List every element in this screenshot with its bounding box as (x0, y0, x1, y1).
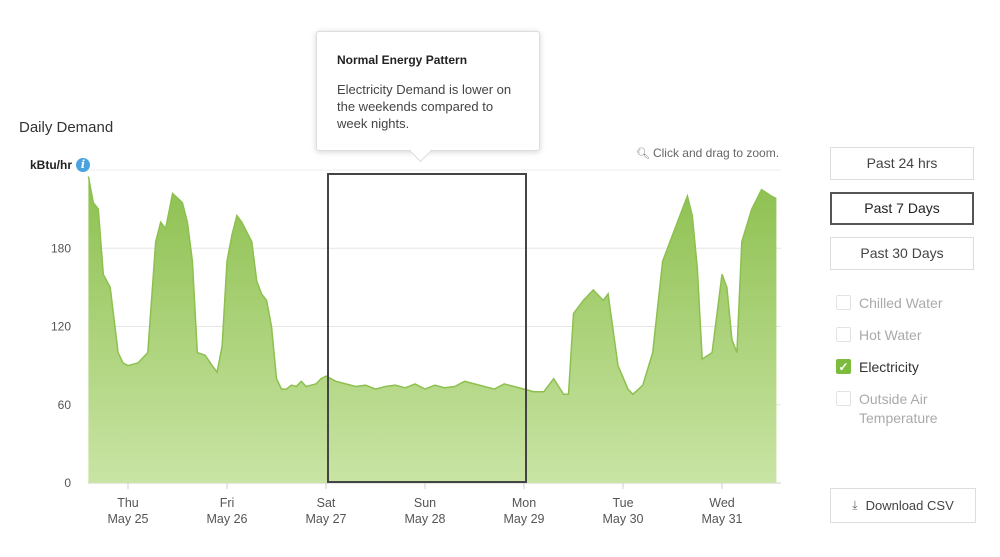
zoom-hint: 🔍︎ Click and drag to zoom. (636, 146, 779, 160)
x-tick-day-label: Mon (512, 496, 536, 510)
x-tick-day-label: Thu (117, 496, 139, 510)
y-tick-label: 60 (58, 398, 72, 412)
x-tick-day-label: Sun (414, 496, 436, 510)
y-axis-unit: kBtu/hr i (30, 158, 90, 172)
tooltip-body: Electricity Demand is lower on the weeke… (337, 82, 512, 131)
checkbox-checked[interactable]: ✓ (836, 359, 851, 374)
magnifier-icon: 🔍︎ (636, 147, 650, 160)
x-axis-ticks: Thu May 25 Fri May 26 Sat May 27 Sun May 28 Mon M… (108, 483, 743, 526)
filter-label: Chilled Water (859, 295, 943, 311)
annotation-tooltip: Normal Energy Pattern Electricity Demand… (316, 31, 540, 163)
x-tick-date-label: May 31 (702, 512, 743, 526)
y-tick-label: 120 (51, 320, 71, 334)
download-icon: ⤓ (852, 498, 858, 512)
filter-electricity[interactable]: ✓ Electricity (836, 358, 919, 377)
checkbox[interactable] (836, 295, 851, 310)
range-past-30-days-button[interactable]: Past 30 Days (830, 237, 974, 270)
x-tick-date-label: May 29 (504, 512, 545, 526)
x-tick-day-label: Wed (709, 496, 735, 510)
y-axis-ticks: 0 60 120 180 (51, 241, 71, 490)
x-tick-date-label: May 28 (405, 512, 446, 526)
x-tick-date-label: May 30 (603, 512, 644, 526)
range-past-7-days-button[interactable]: Past 7 Days (830, 192, 974, 225)
filter-outside-air-temperature[interactable]: Outside Air Temperature (836, 390, 966, 428)
x-tick-date-label: May 27 (306, 512, 347, 526)
filter-chilled-water[interactable]: Chilled Water (836, 294, 943, 313)
info-icon[interactable]: i (76, 158, 90, 172)
y-tick-label: 180 (51, 241, 71, 255)
electricity-line (87, 176, 777, 396)
chart-title: Daily Demand (19, 119, 114, 136)
unit-label: kBtu/hr (30, 158, 72, 172)
download-label: Download CSV (865, 498, 954, 513)
filter-label: Hot Water (859, 327, 922, 343)
weekend-highlight-box (327, 173, 527, 483)
zoom-hint-text: Click and drag to zoom. (652, 146, 780, 160)
x-tick-date-label: May 26 (207, 512, 248, 526)
x-tick-day-label: Fri (220, 496, 235, 510)
y-tick-label: 0 (64, 476, 71, 490)
range-past-24-hrs-button[interactable]: Past 24 hrs (830, 147, 974, 180)
x-tick-day-label: Sat (317, 496, 336, 510)
tooltip-title: Normal Energy Pattern (337, 53, 468, 67)
x-tick-day-label: Tue (612, 496, 633, 510)
filter-label: Electricity (859, 359, 919, 375)
filter-label: Outside Air Temperature (859, 391, 938, 426)
x-tick-date-label: May 25 (108, 512, 149, 526)
demand-chart[interactable]: 0 60 120 180 Thu May 25 Fri May 26 Sat May 27 Sun… (0, 0, 800, 557)
checkbox[interactable] (836, 391, 851, 406)
filter-hot-water[interactable]: Hot Water (836, 326, 922, 345)
electricity-area (88, 176, 777, 483)
download-csv-button[interactable]: ⤓ Download CSV (830, 488, 976, 523)
checkbox[interactable] (836, 327, 851, 342)
